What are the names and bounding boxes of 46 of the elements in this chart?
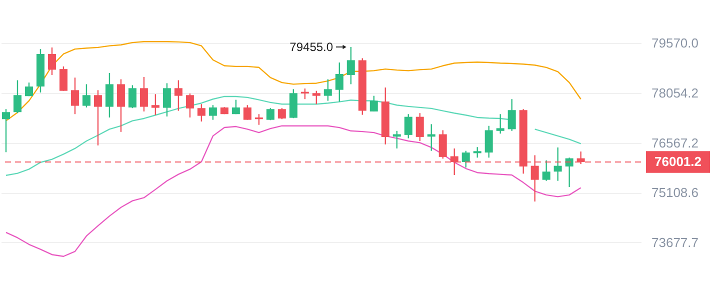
candlestick xyxy=(208,104,217,120)
candlestick xyxy=(324,78,332,102)
y-tick-label: 73677.7 xyxy=(652,234,698,250)
candlestick xyxy=(335,62,344,102)
line-series xyxy=(5,125,582,257)
candlestick xyxy=(232,99,240,115)
candlestick xyxy=(473,146,482,158)
candlestick xyxy=(484,125,493,158)
candlestick xyxy=(82,84,90,108)
candlestick xyxy=(462,150,470,168)
candlestick xyxy=(116,78,125,133)
y-tick-label: 78054.2 xyxy=(652,86,698,101)
candlestick xyxy=(24,82,33,97)
candlestick xyxy=(266,108,274,121)
candlestick xyxy=(174,80,182,112)
candlestick xyxy=(128,84,136,109)
candlestick xyxy=(438,130,447,160)
candlestick xyxy=(312,90,320,105)
candlestick xyxy=(278,108,286,120)
candlestick xyxy=(2,108,10,153)
candlestick xyxy=(70,77,79,115)
candlestick xyxy=(94,90,102,146)
candlestick xyxy=(162,82,171,118)
candlestick xyxy=(186,92,194,118)
annotation: 79455.0 xyxy=(290,40,334,54)
candlestick xyxy=(416,112,424,142)
line-series xyxy=(5,41,582,122)
candlestick xyxy=(496,114,504,134)
candlestick xyxy=(542,160,550,182)
candlestick xyxy=(370,95,378,112)
y-tick-label: 79570.0 xyxy=(652,36,698,51)
candlestick xyxy=(243,104,252,120)
ref-line-label: 76001.2 xyxy=(654,154,702,169)
y-tick-label: 76567.2 xyxy=(652,135,698,150)
candlestick xyxy=(404,114,412,139)
candlestick xyxy=(197,104,206,122)
candlestick xyxy=(554,146,562,182)
candlestick xyxy=(105,72,114,118)
candlestick xyxy=(300,88,309,100)
candlestick xyxy=(140,76,148,112)
candlestick xyxy=(48,46,56,76)
candlestick xyxy=(508,98,516,132)
candlestick xyxy=(151,94,160,116)
y-tick-label: 75108.6 xyxy=(652,185,698,200)
candlestick xyxy=(13,80,22,114)
candlestick xyxy=(59,66,68,92)
